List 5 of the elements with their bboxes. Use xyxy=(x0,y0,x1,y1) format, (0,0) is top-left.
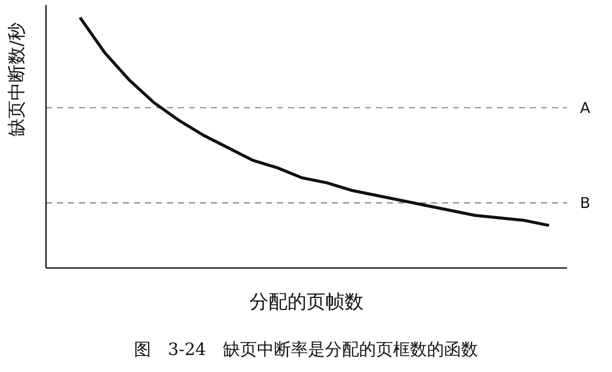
caption: 图 3-24 缺页中断率是分配的页框数的函数 xyxy=(132,339,480,361)
x-axis-title: 分配的页帧数 xyxy=(250,291,364,313)
ref-line-label: A xyxy=(580,99,591,118)
ref-line-label: B xyxy=(580,194,590,212)
y-axis-title: 缺页中断数/秒 xyxy=(6,22,28,136)
